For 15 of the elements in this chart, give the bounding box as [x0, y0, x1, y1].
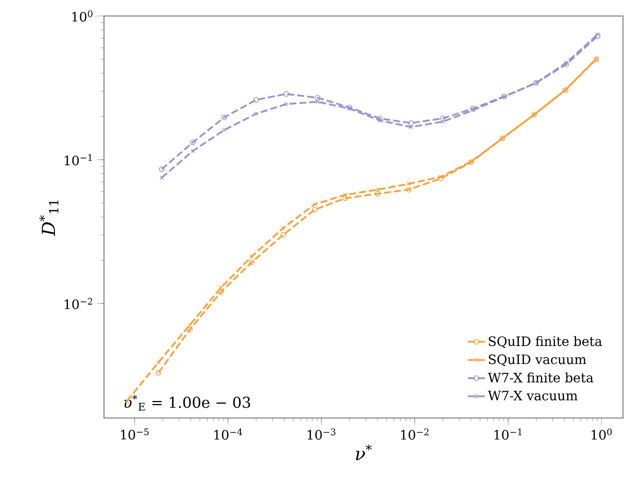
y-axis-title: D$^{*}$11	[39, 200, 58, 236]
y-tick-label: 10$^{0}$	[72, 10, 92, 22]
legend-label: SQuID finite beta	[488, 336, 602, 348]
x-tick-label: 10$^{−5}$	[121, 428, 149, 440]
x-axis-title: ν$^{*}$	[356, 444, 372, 460]
x-tick-label: 10$^{0}$	[592, 428, 612, 440]
x-tick-label: 10$^{−3}$	[308, 428, 336, 440]
legend-label: SQuID vacuum	[488, 354, 586, 366]
x-tick-label: 10$^{−1}$	[494, 428, 522, 440]
y-tick-label: 10$^{−2}$	[64, 298, 92, 310]
legend-label: W7-X finite beta	[488, 372, 594, 383]
legend-label: W7-X vacuum	[488, 390, 578, 400]
y-tick-label: 10$^{−1}$	[64, 154, 92, 166]
x-tick-label: 10$^{−4}$	[214, 428, 242, 440]
x-tick-label: 10$^{−2}$	[401, 428, 429, 440]
